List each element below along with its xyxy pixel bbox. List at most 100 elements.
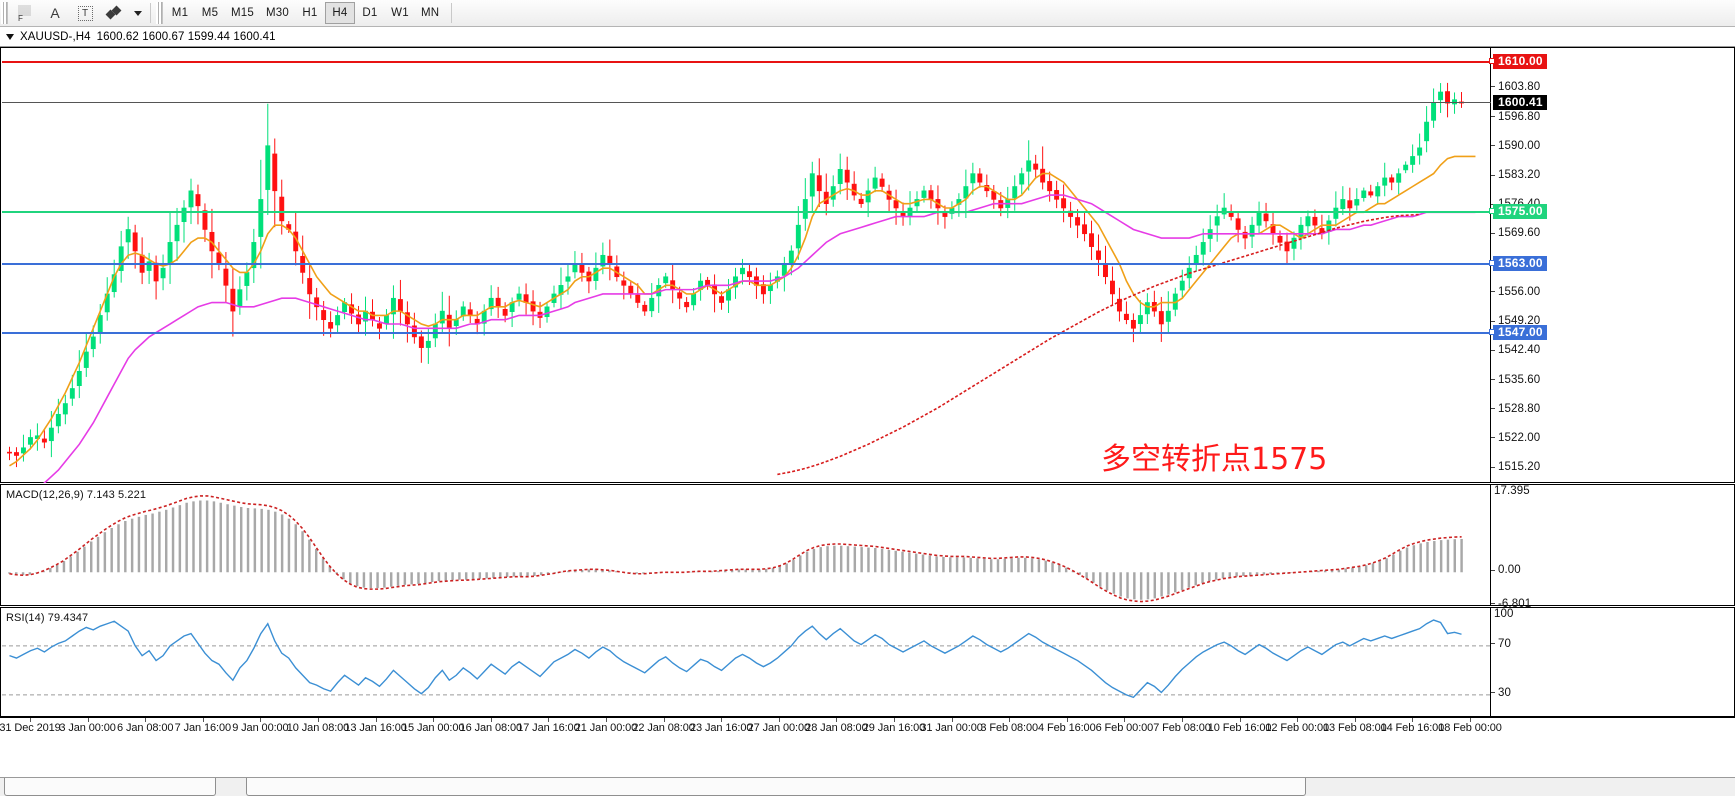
- price-label-1563-00[interactable]: 1563.00: [1493, 255, 1547, 271]
- rsi-tick-100: 100: [1494, 608, 1514, 620]
- price-tick-1549-20: 1549.20: [1491, 315, 1540, 327]
- timeframe-h4[interactable]: H4: [324, 2, 355, 24]
- time-tick-label: 15 Jan 00:00: [401, 722, 465, 734]
- price-tick-1528-80: 1528.80: [1491, 403, 1540, 415]
- chevron-down-icon[interactable]: [130, 1, 146, 25]
- rsi-tick-30: 30: [1491, 687, 1511, 699]
- price-label-1547-00[interactable]: 1547.00: [1493, 324, 1547, 340]
- price-label-1575-00[interactable]: 1575.00: [1493, 204, 1547, 220]
- time-tick-mark: [375, 718, 377, 722]
- timeframe-h1[interactable]: H1: [302, 7, 318, 19]
- time-tick-label: 21 Jan 00:00: [574, 722, 638, 734]
- macd-panel[interactable]: MACD(12,26,9) 7.143 5.221 17.395 0.00 -6.8…: [0, 484, 1735, 610]
- toolbar-drag-handle[interactable]: [1, 2, 8, 24]
- price-plot[interactable]: [2, 49, 1491, 483]
- crosshair-f-icon[interactable]: F: [10, 1, 40, 25]
- timeframe-m30[interactable]: M30: [265, 7, 289, 19]
- time-tick-label: 10 Feb 16:00: [1207, 722, 1272, 734]
- chart-menu-caret-icon[interactable]: [6, 33, 14, 40]
- time-tick-label: 18 Feb 00:00: [1438, 722, 1502, 734]
- time-tick-mark: [1066, 718, 1068, 722]
- rsi-chart-svg: [2, 619, 1491, 699]
- rsi-tick-70: 70: [1491, 638, 1511, 650]
- text-box-icon[interactable]: T: [70, 1, 100, 25]
- price-tick-1522-00: 1522.00: [1491, 432, 1540, 444]
- chart-tab-1[interactable]: [4, 778, 216, 796]
- text-label-icon[interactable]: A: [50, 5, 60, 21]
- time-tick-mark: [894, 718, 895, 722]
- price-label-1610-00[interactable]: 1610.00: [1493, 53, 1547, 69]
- macd-axis[interactable]: 17.395 0.00 -6.801: [1490, 485, 1734, 610]
- chart-area[interactable]: 1603.80 1596.80 1590.00 1583.20 1576.40 1569.…: [0, 47, 1735, 777]
- price-level-handle[interactable]: [1489, 208, 1495, 215]
- time-tick-mark: [318, 718, 319, 722]
- macd-tick-neg6-801: -6.801: [1491, 598, 1531, 610]
- rsi-panel[interactable]: RSI(14) 79.4347 100 70 30: [0, 607, 1735, 717]
- toolbar-divider: [150, 3, 151, 23]
- time-tick-label: 22 Jan 08:00: [632, 722, 695, 734]
- price-level-handle[interactable]: [1489, 328, 1495, 335]
- timeframe-m5[interactable]: M5: [201, 7, 219, 19]
- rsi-indicator-label: RSI(14) 79.4347: [6, 612, 89, 624]
- time-tick-label: 31 Jan 00:00: [920, 722, 983, 734]
- price-tick-1515-20: 1515.20: [1491, 461, 1540, 473]
- time-tick-label: 12 Feb 00:00: [1265, 722, 1330, 734]
- price-tick-1542-40: 1542.40: [1491, 345, 1540, 356]
- time-tick-mark: [87, 718, 89, 722]
- macd-chart-svg: [8, 495, 1463, 603]
- symbol-ohlc: 1600.62 1600.67 1599.44 1600.41: [96, 30, 276, 43]
- time-tick-mark: [260, 718, 262, 722]
- rsi-axis[interactable]: 100 70 30: [1490, 608, 1734, 716]
- time-tick-label: 14 Feb 16:00: [1380, 722, 1445, 734]
- timeframe-m15[interactable]: M15: [231, 7, 254, 19]
- chart-tab-2[interactable]: [246, 778, 1306, 796]
- time-tick-mark: [778, 718, 780, 722]
- price-tick-1583-20: 1583.20: [1491, 169, 1540, 181]
- time-tick-label: 10 Jan 08:00: [286, 722, 350, 734]
- price-tick-1535-60: 1535.60: [1491, 374, 1540, 386]
- price-axis[interactable]: 1603.80 1596.80 1590.00 1583.20 1576.40 1569.…: [1490, 48, 1734, 482]
- time-tick-mark: [202, 718, 204, 722]
- price-label-1600-41[interactable]: 1600.41: [1493, 95, 1547, 111]
- time-tick-label: 29 Jan 16:00: [862, 722, 926, 734]
- macd-plot[interactable]: MACD(12,26,9) 7.143 5.221: [2, 486, 1491, 606]
- timeframe-drag-handle[interactable]: [156, 2, 163, 24]
- time-tick-label: 13 Feb 08:00: [1322, 722, 1387, 734]
- price-level-handle[interactable]: [1489, 57, 1495, 64]
- timeframe-w1[interactable]: W1: [391, 7, 409, 19]
- shapes-icon[interactable]: [100, 1, 130, 25]
- bottom-tab-bar: [0, 777, 1735, 796]
- time-tick-mark: [1009, 718, 1011, 722]
- time-tick-mark: [1124, 718, 1126, 722]
- time-tick-label: 3 Feb 08:00: [980, 722, 1038, 734]
- time-tick-mark: [1182, 718, 1183, 722]
- time-tick-label: 6 Jan 08:00: [116, 722, 174, 734]
- toolbar-divider-2: [451, 3, 453, 23]
- timeframe-mn[interactable]: MN: [420, 7, 440, 19]
- time-tick-mark: [1412, 718, 1414, 722]
- time-tick-label: 7 Jan 16:00: [174, 722, 232, 734]
- timeframe-d1[interactable]: D1: [362, 7, 378, 19]
- time-tick-label: 23 Jan 16:00: [689, 722, 753, 734]
- symbol-name: XAUUSD-,H4: [20, 30, 91, 43]
- timeframe-m1[interactable]: M1: [171, 7, 189, 19]
- rsi-plot[interactable]: RSI(14) 79.4347: [2, 609, 1491, 717]
- macd-tick-0neg00: 0.00: [1491, 565, 1521, 576]
- time-tick-mark: [1239, 718, 1241, 722]
- price-level-handle[interactable]: [1489, 259, 1495, 266]
- macd-tick-17neg395: 17.395: [1494, 485, 1530, 497]
- time-tick-label: 7 Feb 08:00: [1153, 722, 1211, 734]
- price-panel[interactable]: 1603.80 1596.80 1590.00 1583.20 1576.40 1569.…: [0, 47, 1735, 483]
- price-tick-1603-80: 1603.80: [1491, 81, 1540, 93]
- price-tick-1556-00: 1556.00: [1491, 286, 1540, 298]
- time-tick-label: 17 Jan 16:00: [517, 722, 580, 734]
- price-chart-svg: [7, 82, 1476, 483]
- price-tick-1569-60: 1569.60: [1491, 228, 1540, 239]
- macd-indicator-label: MACD(12,26,9) 7.143 5.221: [6, 489, 147, 501]
- time-tick-mark: [1297, 718, 1299, 722]
- price-tick-1576-40: 1576.40: [1491, 199, 1540, 210]
- symbol-info-bar: XAUUSD-,H4 1600.62 1600.67 1599.44 1600.…: [0, 27, 1735, 47]
- time-tick-mark: [433, 718, 435, 722]
- chart-annotation-text: 多空转折点1575: [1101, 442, 1328, 477]
- time-tick-mark: [548, 718, 550, 722]
